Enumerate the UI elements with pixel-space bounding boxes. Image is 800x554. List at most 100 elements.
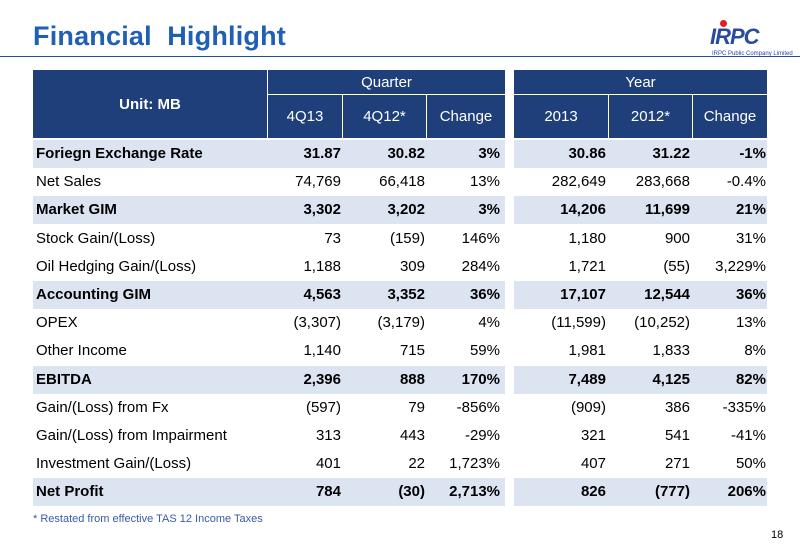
row-label: EBITDA: [36, 370, 92, 388]
table-cell: 82%: [735, 370, 766, 388]
row-label: Market GIM: [36, 201, 117, 219]
table-cell: (159): [389, 229, 425, 247]
table-cell: 74,769: [295, 173, 341, 191]
table-cell: (10,252): [634, 314, 690, 332]
table-cell: 2,713%: [449, 483, 500, 501]
table-cell: 283,668: [635, 173, 690, 191]
table-cell: 1,140: [303, 342, 341, 360]
table-cell: 826: [580, 483, 606, 501]
table-cell: 321: [580, 427, 606, 444]
table-cell: -29%: [464, 427, 500, 444]
title-underline: [0, 56, 800, 57]
table-cell: -856%: [456, 398, 500, 416]
row-label: Oil Hedging Gain/(Loss): [36, 257, 197, 275]
table-cell: (3,307): [293, 314, 341, 332]
table-cell: 407: [580, 455, 606, 473]
table-cell: 1,188: [303, 257, 341, 275]
logo-mark: IRPC: [710, 24, 760, 49]
row-highlight: [514, 281, 767, 309]
table-cell: 12,544: [644, 286, 690, 303]
row-highlight: [514, 140, 767, 168]
table-cell: (11,599): [551, 314, 606, 332]
row-label: Stock Gain/(Loss): [36, 229, 156, 247]
table-cell: 313: [315, 427, 341, 444]
table-cell: 271: [664, 455, 690, 473]
logo-subtitle: IRPC Public Company Limited: [712, 51, 793, 57]
table-cell: 31.87: [303, 145, 341, 162]
table-cell: 282,649: [551, 173, 606, 191]
table-cell: 66,418: [379, 173, 425, 191]
company-logo: IRPC IRPC Public Company Limited: [706, 14, 793, 60]
table-cell: (30): [398, 483, 425, 501]
table-cell: 3,229%: [715, 257, 766, 275]
column-header-quarter-change: Change: [427, 95, 505, 138]
table-cell: -41%: [730, 427, 766, 444]
table-cell: (3,179): [377, 314, 425, 332]
row-label: Gain/(Loss) from Fx: [36, 398, 169, 416]
table-cell: 79: [408, 398, 425, 416]
table-cell: 443: [399, 427, 425, 444]
table-cell: 14,206: [560, 201, 606, 219]
page-number: 18: [771, 529, 784, 541]
table-cell: 1,721: [568, 257, 606, 275]
row-highlight: [33, 478, 505, 507]
column-header-2012: 2012*: [609, 95, 692, 138]
table-cell: 1,180: [568, 229, 606, 247]
table-cell: 4,125: [652, 370, 690, 388]
row-label: Net Sales: [36, 173, 102, 191]
row-highlight: [33, 196, 505, 225]
table-cell: 3,352: [387, 286, 425, 303]
table-cell: 3,302: [303, 201, 341, 219]
table-cell: 11,699: [644, 201, 690, 219]
table-cell: 31%: [735, 229, 766, 247]
row-label: Gain/(Loss) from Impairment: [36, 427, 227, 444]
table-cell: 284%: [461, 257, 500, 275]
table-cell: 3%: [478, 145, 500, 162]
row-highlight: [33, 281, 505, 309]
table-cell: 3,202: [387, 201, 425, 219]
year-group-header: Year: [514, 70, 767, 94]
footnote: * Restated from effective TAS 12 Income …: [33, 513, 263, 525]
table-cell: -1%: [739, 145, 766, 162]
row-label: Investment Gain/(Loss): [36, 455, 192, 473]
table-cell: 784: [315, 483, 341, 501]
table-cell: 21%: [735, 201, 766, 219]
quarter-group-header: Quarter: [268, 70, 505, 94]
unit-header: Unit: MB: [33, 70, 267, 138]
table-cell: 4,563: [303, 286, 341, 303]
table-cell: 7,489: [568, 370, 606, 388]
table-cell: 4%: [478, 314, 500, 332]
row-highlight: [33, 365, 505, 394]
table-cell: 30.86: [568, 145, 606, 162]
table-cell: 146%: [461, 229, 500, 247]
table-cell: 3%: [478, 201, 500, 219]
table-cell: (597): [305, 398, 341, 416]
row-highlight: [514, 365, 767, 394]
table-cell: 888: [399, 370, 425, 388]
table-cell: 13%: [735, 314, 766, 332]
table-cell: (909): [570, 398, 606, 416]
column-header-4q12: 4Q12*: [343, 95, 426, 138]
table-cell: 8%: [744, 342, 766, 360]
row-label: Other Income: [36, 342, 127, 360]
table-cell: 401: [315, 455, 341, 473]
column-header-2013: 2013: [514, 95, 608, 138]
row-highlight: [514, 196, 767, 225]
table-cell: 1,981: [568, 342, 606, 360]
table-cell: 30.82: [387, 145, 425, 162]
row-highlight: [514, 478, 767, 507]
table-cell: 541: [664, 427, 690, 444]
table-cell: 1,723%: [449, 455, 500, 473]
row-label: OPEX: [36, 314, 78, 332]
table-cell: 36%: [735, 286, 766, 303]
table-cell: -335%: [722, 398, 766, 416]
table-cell: (55): [663, 257, 690, 275]
column-header-year-change: Change: [693, 95, 767, 138]
page-title: Financial Highlight: [33, 21, 286, 51]
table-cell: 50%: [735, 455, 766, 473]
table-cell: 17,107: [560, 286, 606, 303]
row-label: Net Profit: [36, 483, 104, 501]
row-label: Accounting GIM: [36, 286, 151, 303]
row-label: Foriegn Exchange Rate: [36, 145, 203, 162]
table-cell: 73: [324, 229, 341, 247]
